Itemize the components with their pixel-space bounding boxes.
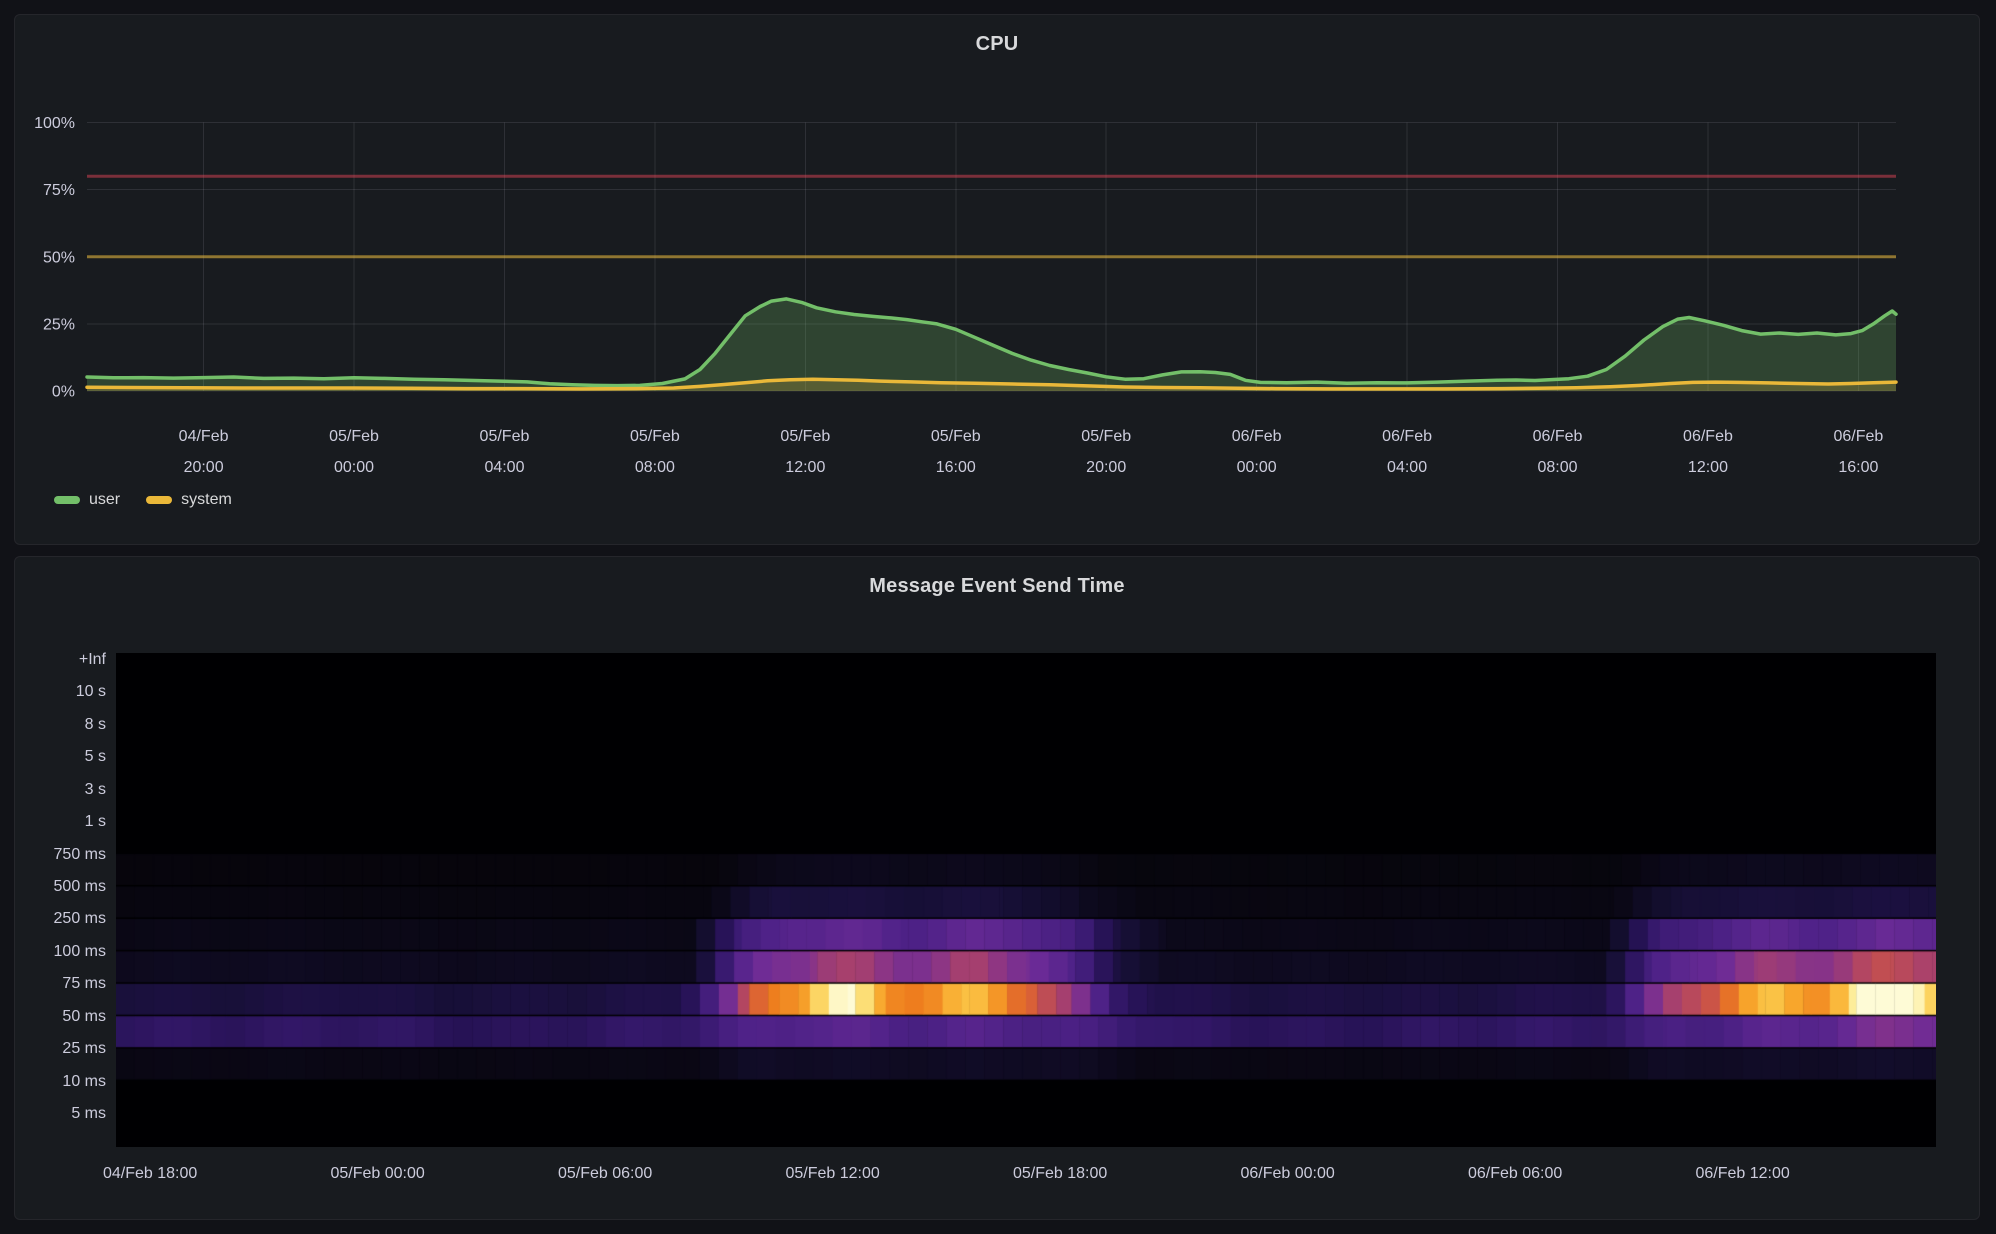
heatmap-x-tick-label: 05/Feb 18:00: [1012, 1165, 1108, 1182]
cpu-x-tick-label: 06/Feb: [1232, 428, 1282, 445]
cpu-panel-title[interactable]: CPU: [975, 33, 1019, 55]
legend-item-user[interactable]: user: [54, 491, 120, 509]
cpu-x-tick-label: 00:00: [334, 459, 374, 476]
heatmap-x-tick-label: 05/Feb 06:00: [557, 1165, 653, 1182]
heatmap-x-tick-label: 05/Feb 12:00: [785, 1165, 880, 1182]
heatmap-canvas[interactable]: [116, 653, 1936, 1147]
user-series-label: user: [89, 491, 121, 508]
cpu-x-tick-label: 20:00: [1086, 459, 1126, 476]
cpu-chart[interactable]: 0% 25% 50% 75% 100% 04/Feb 20:00 05/Feb 00:00 05/…: [15, 15, 1979, 544]
cpu-x-tick-label: 05/Feb: [1081, 428, 1131, 445]
heatmap-x-tick-label: 06/Feb 00:00: [1240, 1165, 1335, 1182]
cpu-x-tick-label: 12:00: [785, 459, 825, 476]
heatmap-x-tick-label: 06/Feb 12:00: [1695, 1165, 1790, 1182]
heatmap-y-tick-label: 10 s: [75, 683, 106, 701]
cpu-x-tick-label: 05/Feb: [329, 428, 379, 445]
cpu-x-tick-label: 04/Feb: [179, 428, 229, 445]
user-series-line[interactable]: [85, 297, 1898, 388]
heatmap-y-tick-label: 10 ms: [62, 1072, 106, 1090]
heatmap-y-tick-label: 25 ms: [62, 1040, 106, 1058]
cpu-x-tick-label: 04:00: [1387, 459, 1427, 476]
cpu-y-tick-label: 100%: [34, 115, 75, 132]
heatmap-y-tick-label: 75 ms: [62, 975, 106, 993]
heatmap-y-tick-label: 8 s: [84, 715, 106, 733]
cpu-x-tick-label: 16:00: [1838, 459, 1878, 476]
cpu-x-tick-label: 00:00: [1237, 459, 1277, 476]
heatmap-y-tick-label: 1 s: [84, 813, 106, 831]
heatmap-y-tick-label: 500 ms: [53, 878, 106, 895]
cpu-x-tick-label: 08:00: [1537, 459, 1577, 476]
system-series-line[interactable]: [85, 377, 1898, 391]
cpu-x-tick-label: 04:00: [484, 459, 524, 476]
cpu-x-tick-label: 06/Feb: [1382, 428, 1432, 445]
heatmap-y-tick-label: 5 s: [84, 748, 106, 766]
cpu-x-tick-label: 05/Feb: [480, 428, 530, 445]
heatmap-y-tick-label: 3 s: [84, 780, 106, 798]
system-series-label: system: [181, 491, 232, 508]
cpu-x-tick-label: 08:00: [635, 459, 675, 476]
heatmap-x-tick-label: 06/Feb 06:00: [1467, 1165, 1563, 1182]
cpu-legend: user system: [54, 491, 232, 509]
cpu-y-tick-label: 50%: [43, 249, 75, 266]
heatmap-y-tick-label: 100 ms: [53, 942, 106, 960]
cpu-x-tick-label: 05/Feb: [931, 428, 981, 445]
cpu-x-tick-label: 05/Feb: [780, 428, 830, 445]
system-series-swatch: [146, 496, 173, 504]
heatmap-panel-title[interactable]: Message Event Send Time: [869, 575, 1125, 597]
cpu-x-tick-label: 12:00: [1688, 459, 1728, 476]
cpu-panel: CPU 0% 25% 50% 75% 100% 04/Feb 20:00 05/Feb 00:0…: [14, 14, 1980, 545]
heatmap-x-tick-label: 04/Feb 18:00: [102, 1165, 198, 1182]
heatmap-y-tick-label: 750 ms: [53, 845, 106, 863]
cpu-y-tick-label: 75%: [43, 182, 75, 199]
heatmap-y-tick-label: +Inf: [78, 651, 106, 668]
cpu-x-tick-label: 20:00: [184, 459, 224, 476]
cpu-x-tick-label: 06/Feb: [1533, 428, 1583, 445]
cpu-x-tick-label: 06/Feb: [1833, 428, 1883, 445]
cpu-y-tick-label: 25%: [43, 316, 75, 333]
cpu-y-tick-label: 0%: [52, 384, 75, 401]
cpu-x-tick-label: 05/Feb: [630, 428, 680, 445]
user-series-swatch: [54, 496, 80, 504]
heatmap-y-tick-label: 250 ms: [53, 910, 106, 928]
heatmap-x-tick-label: 05/Feb 00:00: [330, 1165, 425, 1182]
heatmap-y-tick-label: 5 ms: [71, 1105, 106, 1123]
legend-item-system[interactable]: system: [146, 491, 232, 509]
cpu-x-tick-label: 16:00: [936, 459, 976, 476]
heatmap-panel: Message Event Send Time +Inf 10 s 8 s 5 s 3 …: [14, 556, 1980, 1220]
heatmap-y-tick-label: 50 ms: [62, 1007, 106, 1025]
cpu-x-tick-label: 06/Feb: [1683, 428, 1733, 445]
